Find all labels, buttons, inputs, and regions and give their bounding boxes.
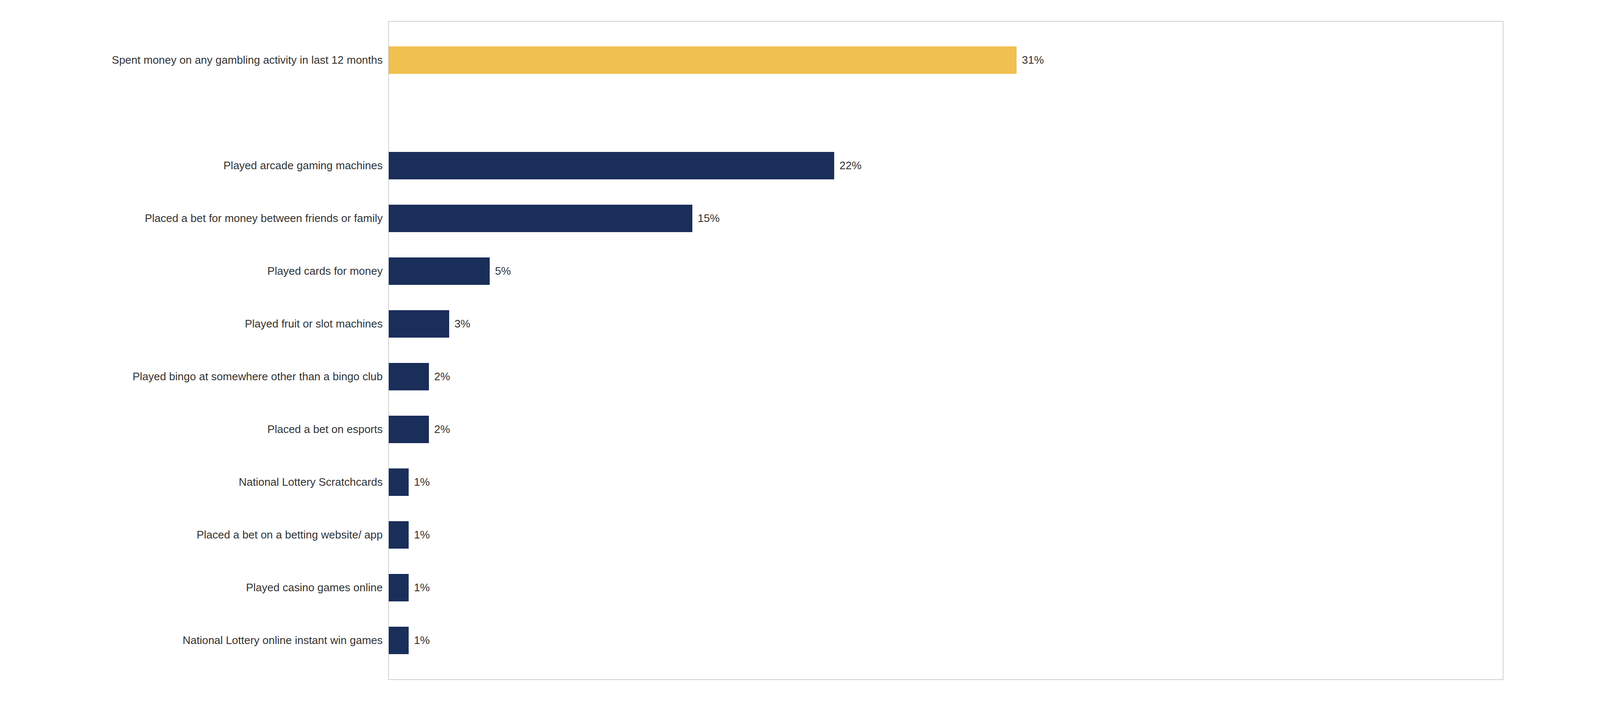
svg-text:15%: 15% <box>697 211 720 225</box>
svg-text:Played bingo at somewhere othe: Played bingo at somewhere other than a b… <box>132 370 383 383</box>
svg-text:Played arcade gaming machines: Played arcade gaming machines <box>223 159 383 172</box>
svg-text:3%: 3% <box>454 317 471 331</box>
svg-text:National Lottery Scratchcards: National Lottery Scratchcards <box>238 475 383 489</box>
svg-text:2%: 2% <box>434 370 451 383</box>
svg-text:Placed a bet for money between: Placed a bet for money between friends o… <box>144 211 383 225</box>
svg-text:2%: 2% <box>434 423 451 436</box>
svg-text:22%: 22% <box>839 159 862 172</box>
svg-text:Played casino games online: Played casino games online <box>246 581 383 594</box>
svg-text:5%: 5% <box>495 264 512 278</box>
svg-text:1%: 1% <box>414 528 431 542</box>
svg-text:Placed a bet on esports: Placed a bet on esports <box>267 423 383 436</box>
svg-text:1%: 1% <box>414 581 431 594</box>
svg-text:31%: 31% <box>1022 53 1045 67</box>
svg-text:1%: 1% <box>414 475 431 489</box>
svg-text:Spent money on any gambling ac: Spent money on any gambling activity in … <box>111 53 383 67</box>
svg-text:National Lottery online instan: National Lottery online instant win game… <box>182 634 383 647</box>
svg-text:Played cards for money: Played cards for money <box>267 264 383 278</box>
svg-text:1%: 1% <box>414 634 431 647</box>
svg-text:Placed a bet on a betting webs: Placed a bet on a betting website/ app <box>196 528 383 542</box>
svg-text:Played fruit or slot machines: Played fruit or slot machines <box>244 317 383 331</box>
